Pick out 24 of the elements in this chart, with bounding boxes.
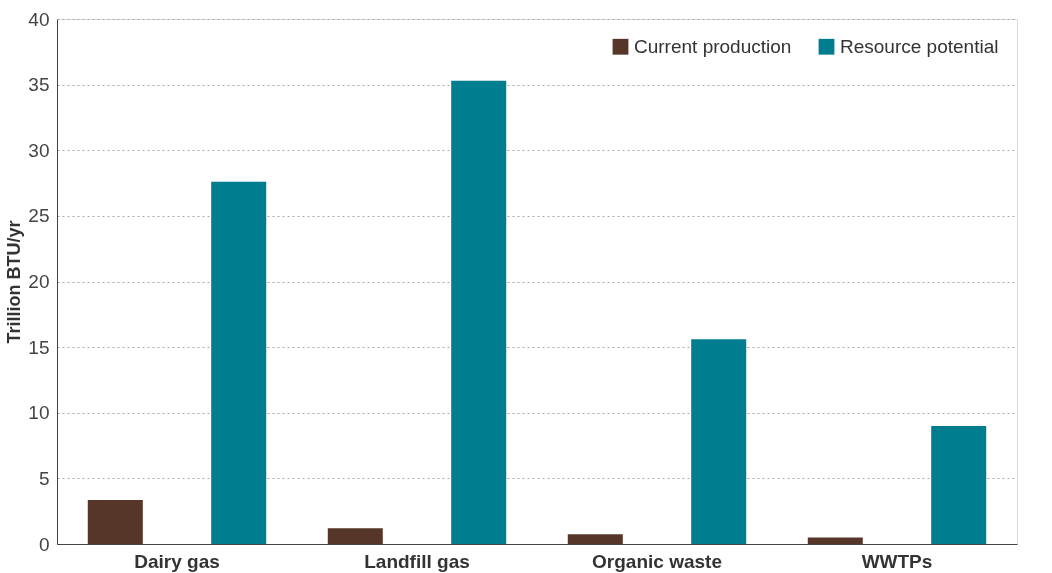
- y-tick-label: 10: [28, 402, 50, 424]
- y-tick-label: 35: [28, 74, 50, 96]
- bar: [931, 425, 987, 544]
- bar: [327, 528, 383, 544]
- y-axis-title: Trillion BTU/yr: [4, 220, 25, 344]
- legend-label: Current production: [634, 35, 792, 57]
- x-tick-label: Organic waste: [592, 550, 722, 572]
- y-tick-label: 40: [28, 8, 50, 30]
- bar: [451, 80, 507, 544]
- y-tick-label: 15: [28, 336, 50, 358]
- bar: [691, 339, 747, 544]
- x-tick-label: WWTPs: [861, 550, 933, 572]
- bar: [87, 500, 143, 544]
- x-tick-label: Landfill gas: [364, 550, 470, 572]
- bar: [807, 537, 863, 544]
- y-tick-label: 30: [28, 139, 50, 161]
- y-tick-label: 0: [38, 533, 50, 555]
- bar: [567, 534, 623, 544]
- x-tick-label: Dairy gas: [134, 550, 220, 572]
- y-tick-label: 5: [38, 467, 50, 489]
- y-tick-label: 25: [28, 205, 50, 227]
- bar: [211, 181, 267, 544]
- legend-label: Resource potential: [840, 35, 999, 57]
- y-tick-label: 20: [28, 271, 50, 292]
